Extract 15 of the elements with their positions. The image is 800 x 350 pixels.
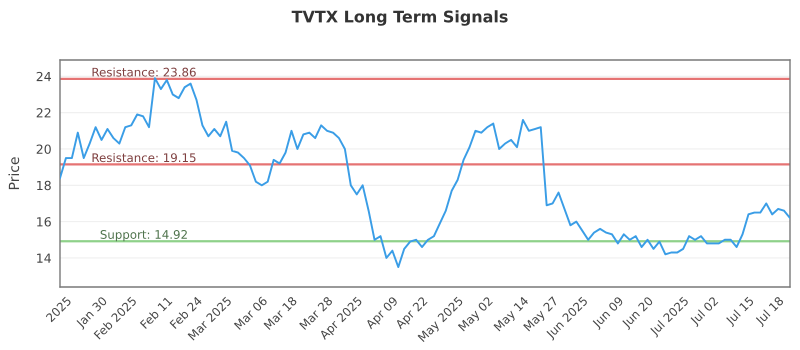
line-series xyxy=(60,77,790,268)
y-tick-label: 24 xyxy=(36,72,51,82)
x-tick-label: Jul 15 xyxy=(724,296,756,328)
y-tick-label: 22 xyxy=(36,108,50,118)
ref-line-label: Resistance: 23.86 xyxy=(92,67,196,77)
ref-line-label: Support: 14.92 xyxy=(100,230,187,242)
y-axis-title: Price xyxy=(8,157,20,190)
y-tick-label: 18 xyxy=(37,180,51,190)
ref-line-label: Resistance: 19.15 xyxy=(92,152,196,162)
y-tick-label: 20 xyxy=(36,144,51,154)
y-tick-label: 14 xyxy=(37,254,51,263)
chart-title: TVTX Long Term Signals xyxy=(292,10,508,26)
y-tick-label: 16 xyxy=(37,217,51,227)
x-tick-label: Jul 02 xyxy=(689,296,720,328)
x-tick-label: Jul 18 xyxy=(754,296,786,328)
